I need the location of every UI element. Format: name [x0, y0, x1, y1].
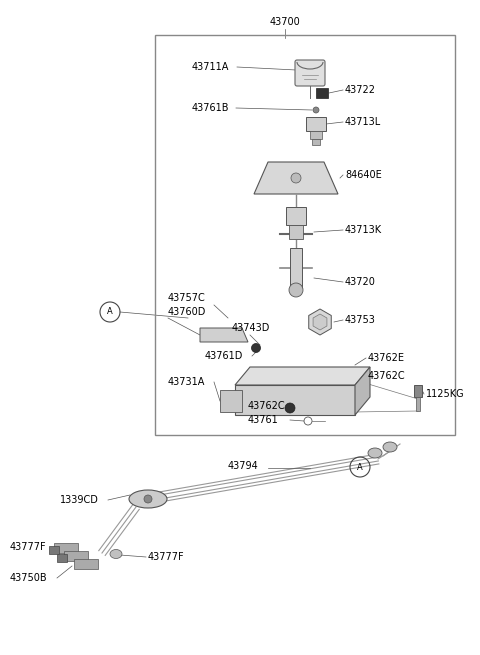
Text: 43762C: 43762C — [368, 371, 406, 381]
Bar — [316, 88, 328, 98]
Ellipse shape — [110, 550, 122, 559]
Polygon shape — [254, 162, 338, 194]
Bar — [312, 139, 320, 145]
Bar — [310, 131, 322, 139]
Text: A: A — [357, 462, 363, 472]
Bar — [54, 543, 78, 553]
Text: 43762C: 43762C — [248, 401, 286, 411]
Text: 43760D: 43760D — [168, 307, 206, 317]
Polygon shape — [355, 367, 370, 415]
Polygon shape — [200, 328, 248, 342]
Text: 84640E: 84640E — [345, 170, 382, 180]
Text: 43762E: 43762E — [368, 353, 405, 363]
Text: 43761B: 43761B — [192, 103, 229, 113]
Bar — [416, 397, 420, 411]
Polygon shape — [313, 314, 327, 330]
Circle shape — [313, 107, 319, 113]
Bar — [74, 559, 98, 569]
Text: 43777F: 43777F — [148, 552, 185, 562]
Text: 43720: 43720 — [345, 277, 376, 287]
Text: 1339CD: 1339CD — [60, 495, 99, 505]
Bar — [286, 207, 306, 225]
Bar — [49, 546, 59, 554]
Bar — [220, 390, 242, 412]
Text: 43794: 43794 — [228, 461, 259, 471]
Text: 43711A: 43711A — [192, 62, 229, 72]
Text: 43700: 43700 — [270, 17, 301, 27]
Bar — [155, 35, 455, 435]
Bar — [289, 225, 303, 239]
Text: 43731A: 43731A — [168, 377, 205, 387]
Polygon shape — [235, 367, 370, 385]
Circle shape — [291, 173, 301, 183]
Bar — [57, 554, 67, 562]
Text: A: A — [107, 307, 113, 316]
Circle shape — [289, 283, 303, 297]
Bar — [64, 551, 88, 561]
Ellipse shape — [383, 442, 397, 452]
FancyBboxPatch shape — [295, 60, 325, 86]
Polygon shape — [309, 309, 331, 335]
Polygon shape — [235, 385, 355, 415]
Ellipse shape — [368, 448, 382, 458]
Text: 43761D: 43761D — [205, 351, 243, 361]
Text: 43750B: 43750B — [10, 573, 48, 583]
Ellipse shape — [129, 490, 167, 508]
Bar — [306, 117, 326, 131]
Text: 43761: 43761 — [248, 415, 279, 425]
Circle shape — [285, 403, 295, 413]
Text: 43753: 43753 — [345, 315, 376, 325]
Text: 43713L: 43713L — [345, 117, 381, 127]
Text: 43777F: 43777F — [10, 542, 47, 552]
Text: 43713K: 43713K — [345, 225, 382, 235]
Text: 43722: 43722 — [345, 85, 376, 95]
Circle shape — [144, 495, 152, 503]
Bar — [414, 385, 422, 397]
Circle shape — [252, 343, 261, 352]
Bar — [290, 248, 302, 288]
Text: 43743D: 43743D — [232, 323, 270, 333]
Text: 43757C: 43757C — [168, 293, 206, 303]
Text: 1125KG: 1125KG — [426, 389, 465, 399]
